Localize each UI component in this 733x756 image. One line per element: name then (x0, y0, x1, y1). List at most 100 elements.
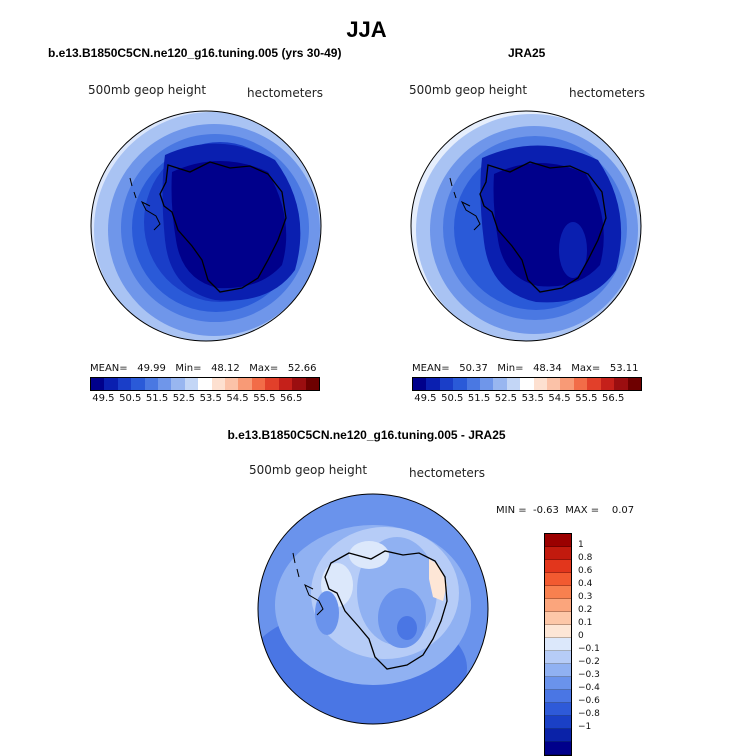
left-colorbar-cell (198, 378, 212, 390)
diff-colorbar-tick-label: −0.1 (578, 644, 600, 654)
left-panel-title: b.e13.B1850C5CN.ne120_g16.tuning.005 (yr… (48, 46, 342, 60)
right-colorbar-cell (627, 378, 641, 390)
left-colorbar-cell (144, 378, 159, 390)
left-colorbar-tick-label: 55.5 (253, 393, 276, 404)
right-stats: MEAN= 50.37 Min= 48.34 Max= 53.11 (412, 363, 639, 374)
diff-colorbar-cell (545, 742, 571, 755)
left-colorbar-cell (184, 378, 199, 390)
right-mean-label: MEAN= (412, 363, 450, 374)
diff-colorbar-tick-label: −0.3 (578, 670, 600, 680)
left-colorbar-cell (211, 378, 226, 390)
left-colorbar-tick-label: 49.5 (92, 393, 115, 404)
left-colorbar-cell (225, 378, 239, 390)
diff-colorbar (544, 533, 572, 756)
right-polar-map (410, 110, 642, 342)
diff-colorbar-tick-label: 1 (578, 540, 584, 550)
diff-colorbar-cell (545, 612, 571, 625)
right-colorbar-tick-label: 53.5 (521, 393, 544, 404)
diff-colorbar-cell (545, 547, 571, 560)
right-min-value: 48.34 (533, 363, 562, 374)
right-colorbar-tick-label: 55.5 (575, 393, 598, 404)
right-colorbar-cell (493, 378, 507, 390)
right-colorbar (412, 377, 642, 391)
left-colorbar-cell (131, 378, 145, 390)
left-mean-label: MEAN= (90, 363, 128, 374)
diff-max-label: MAX = (565, 505, 600, 516)
diff-colorbar-cell (545, 638, 571, 651)
left-colorbar-tick-label: 50.5 (119, 393, 142, 404)
diff-colorbar-tick-label: 0.1 (578, 618, 593, 628)
right-colorbar-cell (413, 378, 427, 390)
diff-min-label: MIN = (496, 505, 527, 516)
right-max-label: Max= (571, 363, 601, 374)
diff-max-value: 0.07 (611, 505, 635, 516)
left-colorbar-cell (117, 378, 132, 390)
main-title: JJA (346, 17, 387, 42)
right-colorbar-cell (560, 378, 574, 390)
left-mean-value: 49.99 (137, 363, 166, 374)
left-colorbar-cell (238, 378, 252, 390)
diff-colorbar-cell (545, 625, 571, 638)
right-colorbar-cell (506, 378, 521, 390)
left-colorbar-tick-label: 54.5 (226, 393, 249, 404)
right-colorbar-cell (466, 378, 481, 390)
left-colorbar-cell (251, 378, 266, 390)
right-colorbar-cell (614, 378, 628, 390)
diff-colorbar-tick-label: −1 (578, 722, 592, 732)
left-colorbar-cell (104, 378, 118, 390)
right-mean-value: 50.37 (459, 363, 488, 374)
diff-colorbar-cell (545, 716, 571, 729)
left-min-value: 48.12 (211, 363, 240, 374)
diff-panel-title: b.e13.B1850C5CN.ne120_g16.tuning.005 - J… (227, 428, 506, 442)
left-colorbar (90, 377, 320, 391)
diff-colorbar-cell (545, 651, 571, 664)
diff-colorbar-cell (545, 690, 571, 703)
right-colorbar-tick-label: 52.5 (494, 393, 518, 404)
right-colorbar-cell (533, 378, 548, 390)
left-colorbar-cell (171, 378, 185, 390)
left-colorbar-ticks: 49.5 50.5 51.5 52.5 53.5 54.5 55.5 56.5 (90, 393, 318, 405)
diff-colorbar-cell (545, 664, 571, 677)
right-colorbar-cell (573, 378, 588, 390)
right-colorbar-cell (439, 378, 454, 390)
right-colorbar-cell (600, 378, 615, 390)
left-colorbar-cell (265, 378, 279, 390)
right-colorbar-tick-label: 56.5 (602, 393, 625, 404)
diff-colorbar-cell (545, 703, 571, 716)
left-stats: MEAN= 49.99 Min= 48.12 Max= 52.66 (90, 363, 317, 374)
right-colorbar-cell (547, 378, 561, 390)
diff-colorbar-tick-label: −0.8 (578, 709, 600, 719)
right-colorbar-cell (453, 378, 467, 390)
diff-polar-map (257, 493, 489, 725)
left-colorbar-tick-label: 56.5 (280, 393, 303, 404)
diff-colorbar-cell (545, 560, 571, 573)
right-colorbar-cell (426, 378, 440, 390)
diff-colorbar-tick-label: −0.6 (578, 696, 600, 706)
left-units-label: hectometers (247, 86, 323, 100)
left-min-label: Min= (175, 363, 202, 374)
diff-colorbar-cell (545, 599, 571, 612)
left-polar-map (90, 110, 322, 342)
diff-colorbar-cell (545, 573, 571, 586)
left-colorbar-cell (305, 378, 319, 390)
left-colorbar-tick-label: 52.5 (172, 393, 196, 404)
right-colorbar-tick-label: 50.5 (441, 393, 464, 404)
diff-colorbar-tick-label: −0.4 (578, 683, 600, 693)
left-colorbar-cell (158, 378, 172, 390)
diff-field-label: 500mb geop height (249, 463, 368, 477)
diff-colorbar-cell (545, 677, 571, 690)
right-colorbar-tick-label: 51.5 (467, 393, 491, 404)
left-max-label: Max= (249, 363, 279, 374)
right-min-label: Min= (497, 363, 524, 374)
left-colorbar-cell (278, 378, 293, 390)
right-colorbar-cell (480, 378, 494, 390)
left-colorbar-cell (292, 378, 306, 390)
left-max-value: 52.66 (287, 363, 317, 374)
diff-colorbar-tick-label: −0.2 (578, 657, 600, 667)
right-panel-title: JRA25 (508, 46, 546, 60)
right-colorbar-tick-label: 49.5 (414, 393, 437, 404)
right-max-value: 53.11 (609, 363, 639, 374)
diff-colorbar-tick-label: 0.6 (578, 566, 593, 576)
left-colorbar-tick-label: 53.5 (199, 393, 222, 404)
right-colorbar-ticks: 49.5 50.5 51.5 52.5 53.5 54.5 55.5 56.5 (412, 393, 640, 405)
